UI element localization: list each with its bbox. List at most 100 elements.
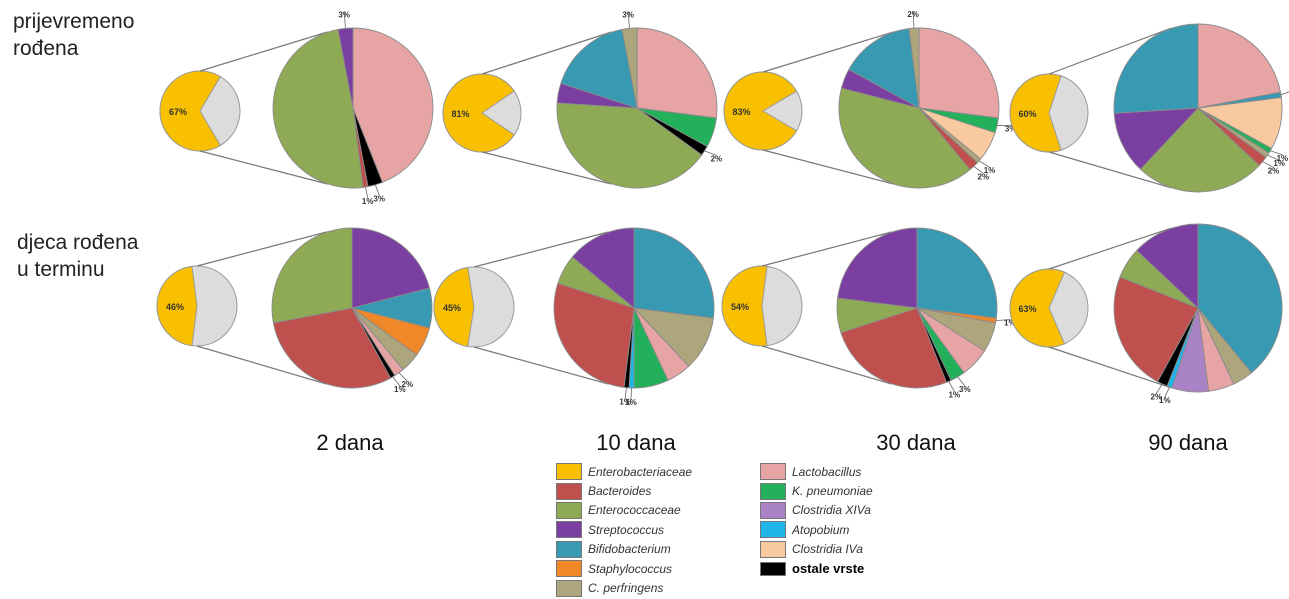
pie-slice-bifidobacterium [916,227,998,319]
legend-item-bifidobacterium: Bifidobacterium [556,540,692,559]
day-label-2: 2 dana [316,430,384,455]
pie-group-preterm-90-dana: 60%22%1%10%1%1%2%25%12%26% [1009,23,1289,193]
pie-slice-streptococcus [571,227,635,309]
slice-label: 2% [1268,167,1280,176]
pie-slice-bifidobacterium [848,28,920,109]
legend-item-enterococcaceae: Enterococcaceae [556,501,692,520]
legend-label: Clostridia XIVa [792,503,871,518]
legend-label: Bacteroides [588,484,652,499]
small-pie-enterobacteriaceae-slice [1009,73,1062,153]
pie-group-term-90-dana: 63%39%4%5%7%1%2%23%6%13% [1009,223,1283,405]
legend-label: Clostridia IVa [792,542,863,557]
connector-line-bottom [1048,151,1172,189]
slice-label: 1% [1277,154,1289,163]
pie-group-term-2-dana: 46%21%8%6%4%2%1%30%28% [156,227,433,394]
row-label-term-line2: u terminu [17,258,105,281]
connector-line-bottom [761,345,892,385]
slice-label: 3% [959,385,971,394]
legend-label: Streptococcus [588,522,665,537]
slice-leader-line [1270,150,1283,156]
legend-swatch [760,521,786,539]
pie-slice-enterococcaceae [838,87,971,189]
small-pie-enterobacteriaceae-slice [433,266,475,348]
legend-column-2: Lactobacillus K. pneumoniae Clostridia XIV… [760,462,873,578]
slice-leader-line [1262,161,1274,168]
pie-slice-streptococcus [837,227,918,309]
row-label-preterm: prijevremeno rođena [13,8,134,62]
legend-swatch [556,540,582,558]
day-label-30: 30 dana [876,430,956,455]
row-label-term-line1: djeca rođena [17,231,139,254]
legend-label: Enterococcaceae [588,503,681,518]
connector-line-top [199,31,328,72]
slice-label: 2% [907,10,919,19]
slice-leader-line [978,160,990,168]
slice-leader-line [627,11,630,29]
legend-item-streptococcus: Streptococcus [556,520,692,539]
slice-label: 3% [1005,125,1017,134]
legend-swatch [556,560,582,578]
connector-line-top [762,31,894,73]
connector-line-top [1048,27,1172,75]
row-label-preterm-line2: rođena [13,37,79,60]
pie-slice-bifidobacterium [1197,223,1283,374]
legend-swatch [556,501,582,519]
slice-leader-line [374,184,380,196]
pie-group-term-30-dana: 54%27%1%6%6%3%1%26%7%23% [721,227,1016,399]
legend: Enterobacteriaceae Bacteroides Enterococca… [556,462,906,599]
connector-line-bottom [196,345,327,385]
small-pie-enterobacteriaceae-slice [723,71,798,151]
pie-group-term-10-dana: 45%27%11%5%7%1%1%28%6%14% [433,227,715,407]
slice-leader-line [973,165,984,174]
connector-line-top [473,231,609,268]
legend-label: Enterobacteriaceae [588,464,693,479]
connector-line-bottom [762,149,894,185]
legend-swatch [556,579,582,597]
legend-label: K. pneumoniae [792,484,873,499]
legend-item-c-perfringens: C. perfringens [556,578,692,597]
pie-group-preterm-2-dana: 67%44%3%1%49%3% [159,10,434,206]
slice-label: 2% [402,380,414,389]
pie-slice-bacteroides [1113,276,1199,383]
slice-leader-line [948,381,955,392]
slice-label: 1% [619,398,631,407]
pie-slice-lactobacillus [918,27,1000,119]
small-pie-enterobacteriaceae-slice [156,265,198,347]
legend-label: Staphylococcus [588,561,673,576]
legend-swatch [556,482,582,500]
slice-label: 1% [362,197,374,206]
legend-label: Atopobium [792,522,850,537]
slice-leader-line [1280,91,1289,96]
legend-item-ostale-vrste: ostale vrste [760,559,873,578]
day-label-10: 10 dana [596,430,676,455]
small-pie-label: 46% [166,302,184,312]
legend-swatch [760,561,786,576]
pie-slice-streptococcus [337,27,354,109]
slice-label: 1% [949,390,961,399]
connector-line-bottom [473,346,609,385]
slice-label: 1% [1004,319,1016,328]
legend-item-staphylococcus: Staphylococcus [556,559,692,578]
pie-slice-lactobacillus [352,27,434,183]
slice-label: 3% [622,10,634,19]
pie-slice-streptococcus [1136,223,1199,310]
slice-label: 2% [711,154,723,163]
slice-leader-line [392,376,401,387]
legend-label: Lactobacillus [792,464,862,479]
slice-leader-line [1155,383,1163,394]
small-pie-label: 60% [1019,109,1037,119]
pie-slice-bifidobacterium [633,227,715,319]
small-pie-label: 54% [731,302,749,312]
legend-swatch [760,463,786,481]
small-pie-label: 45% [443,303,461,313]
connector-line-top [481,31,612,75]
connector-line-bottom [481,151,612,185]
slice-label: 2% [978,173,990,182]
slice-leader-line [704,150,717,156]
legend-item-lactobacillus: Lactobacillus [760,462,873,481]
pie-slice-c-perfringens [908,27,920,109]
slice-leader-line [343,11,346,29]
small-pie-label: 63% [1019,304,1037,314]
pie-slice-bifidobacterium [560,28,638,109]
legend-item-clostridia-iva: Clostridia IVa [760,540,873,559]
